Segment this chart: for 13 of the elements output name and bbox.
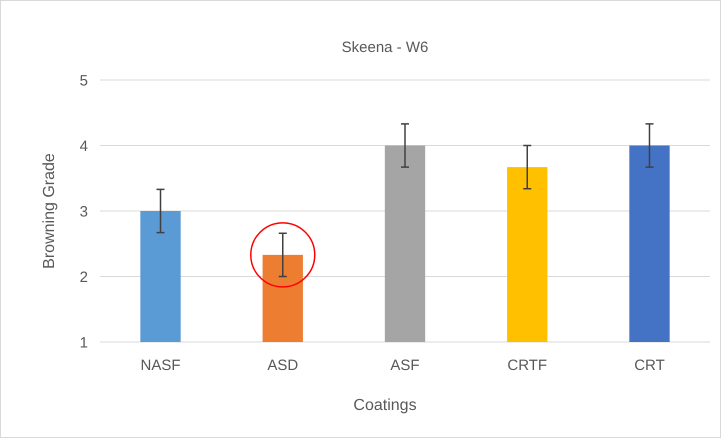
y-tick-label: 4	[80, 138, 88, 155]
y-tick-label: 1	[80, 334, 88, 352]
x-tick-label: ASD	[267, 357, 298, 374]
y-tick-label: 2	[80, 268, 88, 286]
chart-title: Skeena - W6	[342, 39, 428, 56]
y-tick-label: 3	[80, 203, 88, 220]
x-tick-label: CRT	[634, 357, 665, 374]
x-tick-label: CRTF	[507, 357, 548, 374]
y-tick-label: 5	[80, 72, 88, 90]
y-axis-title: Browning Grade	[41, 153, 58, 269]
x-axis-title: Coatings	[353, 397, 417, 414]
x-tick-label: NASF	[140, 357, 181, 374]
x-tick-label: ASF	[390, 357, 420, 374]
